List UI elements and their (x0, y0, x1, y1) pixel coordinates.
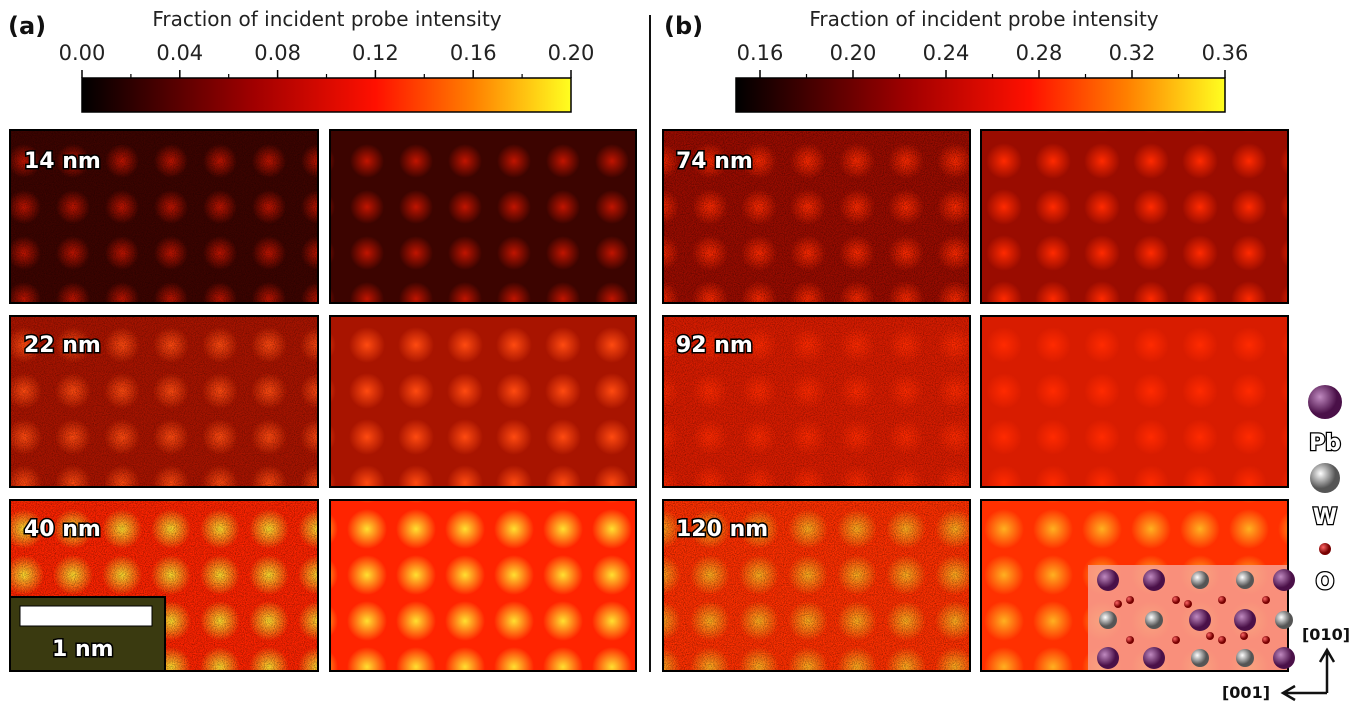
image (329, 129, 637, 304)
o-atom (1218, 596, 1226, 604)
o-sphere (1319, 543, 1331, 555)
panel-label: (b) (664, 12, 703, 40)
colorbar-tick-label: 0.20 (548, 41, 595, 65)
w-atom (1275, 611, 1293, 629)
noise (10, 316, 318, 487)
w-atom (1191, 649, 1209, 667)
thickness-label: 74 nm (676, 149, 753, 174)
o-atom (1126, 596, 1134, 604)
colorbar-tick-label: 0.28 (1016, 41, 1063, 65)
thickness-label: 14 nm (24, 149, 101, 174)
scale-bar-label: 1 nm (52, 637, 114, 662)
image (329, 499, 637, 672)
o-atom (1172, 596, 1180, 604)
axis-label: [001] (1222, 683, 1270, 702)
colorbar (81, 77, 572, 113)
o-atom (1114, 600, 1122, 608)
colorbar-tick-label: 0.36 (1202, 41, 1249, 65)
thickness-label: 22 nm (24, 333, 101, 358)
legend-label: W (1313, 505, 1337, 530)
colorbar-tick-label: 0.24 (923, 41, 970, 65)
image (980, 315, 1289, 488)
colorbar-tick-label: 0.08 (254, 41, 301, 65)
thickness-label: 120 nm (676, 517, 768, 542)
o-atom (1262, 636, 1270, 644)
colorbar-tick-label: 0.32 (1109, 41, 1156, 65)
o-atom (1218, 636, 1226, 644)
w-atom (1191, 571, 1209, 589)
colorbar-tick-label: 0.20 (830, 41, 877, 65)
pb-atom (1097, 569, 1119, 591)
w-atom (1145, 611, 1163, 629)
colorbar-tick-label: 0.00 (59, 41, 106, 65)
colorbar-title: Fraction of incident probe intensity (809, 7, 1158, 31)
colorbar-tick-label: 0.12 (352, 41, 399, 65)
noise (663, 316, 970, 487)
o-atom (1262, 596, 1270, 604)
pb-atom (1234, 609, 1256, 631)
axis-arrows (1280, 647, 1336, 702)
o-atom (1184, 600, 1192, 608)
pb-atom (1189, 609, 1211, 631)
colorbar-tick-label: 0.04 (156, 41, 203, 65)
crystal-inset (1088, 565, 1295, 670)
pb-atom (1143, 569, 1165, 591)
legend-label: Pb (1309, 431, 1341, 456)
legend-label: O (1316, 570, 1335, 595)
pb-sphere (1308, 385, 1342, 419)
thickness-label: 92 nm (676, 333, 753, 358)
pb-atom (1273, 647, 1295, 669)
w-atom (1236, 571, 1254, 589)
noise (10, 130, 318, 303)
pb-atom (1143, 647, 1165, 669)
colorbar (735, 77, 1226, 113)
w-atom (1099, 611, 1117, 629)
o-atom (1240, 632, 1248, 640)
pb-atom (1097, 647, 1119, 669)
noise (663, 500, 970, 671)
panel-label: (a) (8, 12, 46, 40)
colorbar-tick-label: 0.16 (737, 41, 784, 65)
w-atom (1236, 649, 1254, 667)
w-sphere (1310, 463, 1340, 493)
axis-label: [010] (1302, 625, 1350, 644)
o-atom (1126, 636, 1134, 644)
image (329, 315, 637, 488)
pb-atom (1273, 569, 1295, 591)
colorbar-title: Fraction of incident probe intensity (152, 7, 501, 31)
colorbar-tick-label: 0.16 (450, 41, 497, 65)
scale-bar (19, 605, 153, 627)
image (980, 129, 1289, 304)
noise (663, 130, 970, 303)
thickness-label: 40 nm (24, 517, 101, 542)
o-atom (1206, 632, 1214, 640)
o-atom (1172, 636, 1180, 644)
